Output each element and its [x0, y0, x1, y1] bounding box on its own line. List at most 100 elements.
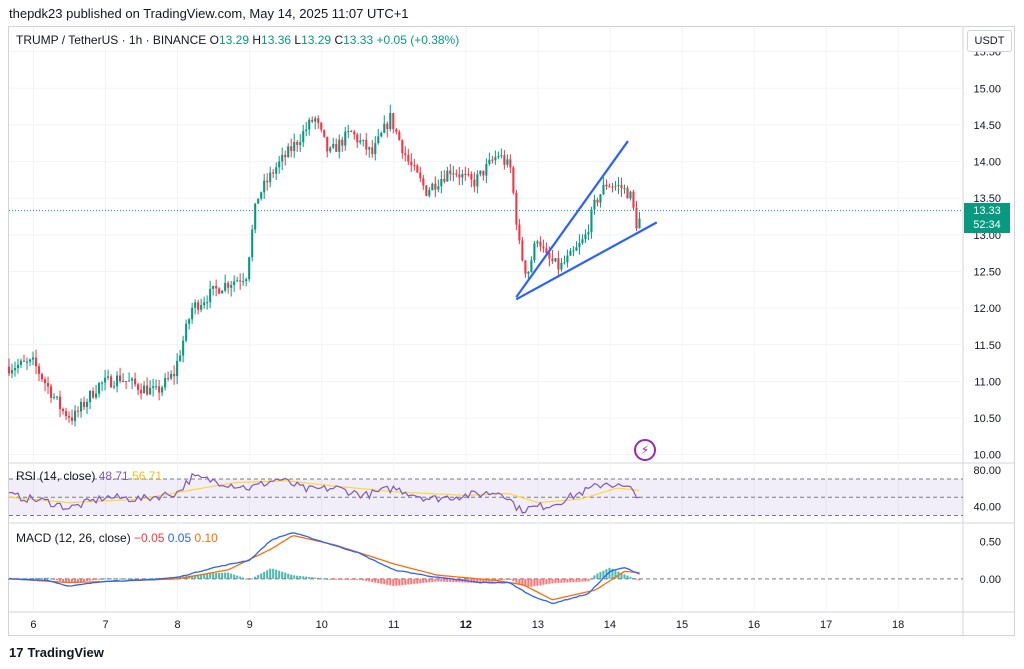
macd-histogram-bar [134, 578, 137, 580]
candle-body [290, 146, 293, 152]
macd-histogram-bar [482, 578, 485, 583]
macd-histogram-bar [581, 578, 584, 582]
macd-histogram-bar [374, 578, 377, 583]
macd-histogram-bar [242, 577, 245, 579]
macd-histogram-bar [611, 568, 614, 579]
candle-body [224, 282, 227, 291]
macd-histogram-bar [341, 578, 344, 580]
macd-histogram-bar [260, 573, 263, 579]
macd-histogram-bar [317, 577, 320, 579]
candle-body [67, 416, 71, 418]
macd-histogram-bar [590, 578, 593, 580]
candle-body [89, 390, 92, 403]
candle-body [446, 170, 449, 182]
macd-histogram-bar [512, 578, 515, 582]
macd-histogram-bar [31, 578, 35, 580]
macd-histogram-bar [128, 578, 131, 580]
candle-body [308, 119, 311, 130]
candle-body [470, 174, 473, 180]
macd-histogram-bar [353, 578, 356, 580]
candle-body [455, 173, 458, 175]
candle-body [503, 155, 506, 165]
macd-histogram-bar [629, 576, 632, 579]
candle-body [46, 383, 50, 387]
macd-histogram-bar [347, 578, 350, 580]
candle-body [164, 378, 167, 388]
candle-body [128, 380, 131, 382]
candle-body [401, 140, 404, 154]
candle-body [476, 174, 479, 187]
macd-histogram-bar [575, 578, 578, 583]
price-tick-label: 10.50 [973, 413, 1001, 425]
candle-body [545, 248, 548, 253]
macd-histogram-bar [521, 578, 524, 586]
candle-body [58, 396, 62, 409]
macd-histogram-bar [278, 570, 281, 579]
candle-body [509, 159, 512, 168]
candle-body [185, 323, 188, 341]
candle-body [575, 247, 578, 251]
flash-icon[interactable]: ⚡ [634, 439, 656, 461]
macd-hist-value: −0.05 [134, 531, 165, 545]
candle-body [416, 165, 419, 173]
macd-line [8, 532, 640, 605]
candle-body [530, 260, 533, 272]
candle-body [92, 390, 95, 398]
candle-body [569, 250, 572, 256]
open-value: 13.29 [218, 33, 249, 47]
candle-body [407, 154, 410, 162]
macd-histogram-bar [212, 573, 215, 579]
macd-histogram-bar [605, 569, 608, 579]
candle-body [269, 172, 272, 183]
candle-body [55, 396, 59, 398]
macd-histogram-bar [28, 578, 32, 580]
macd-tick-label: 0.50 [980, 536, 1001, 548]
macd-histogram-bar [233, 574, 236, 579]
macd-histogram-bar [446, 578, 449, 582]
macd-histogram-bar [479, 578, 482, 584]
candle-body [452, 173, 455, 175]
macd-histogram-bar [587, 578, 590, 582]
currency-button[interactable]: USDT [967, 30, 1012, 52]
macd-histogram-bar [95, 578, 98, 580]
candle-body [422, 178, 425, 186]
candle-body [437, 186, 440, 190]
macd-histogram-bar [386, 578, 389, 585]
candle-body [467, 174, 470, 176]
candle-body [197, 302, 200, 310]
macd-histogram-bar [281, 571, 284, 579]
candle-body [266, 180, 269, 183]
rsi-legend: RSI (14, close) 48.71 56.71 [16, 469, 162, 483]
candle-body [479, 170, 482, 175]
candle-body [98, 383, 101, 394]
macd-histogram-bar [77, 578, 80, 583]
time-tick-label: 9 [247, 619, 253, 631]
macd-histogram-bar [299, 576, 302, 579]
candle-body [365, 139, 368, 150]
macd-histogram-bar [626, 575, 629, 579]
macd-signal-value: 0.10 [194, 531, 218, 545]
candle-body [539, 241, 542, 247]
macd-histogram-bar [449, 578, 452, 583]
macd-histogram-bar [473, 578, 476, 583]
macd-histogram-bar [248, 578, 251, 580]
macd-histogram-bar [176, 577, 179, 579]
candle-body [104, 377, 107, 383]
macd-histogram-bar [209, 573, 212, 579]
time-tick-label: 13 [532, 619, 544, 631]
macd-histogram-bar [323, 578, 326, 580]
brand-name: TradingView [27, 645, 104, 660]
macd-histogram-bar [37, 577, 41, 579]
macd-histogram-bar [335, 578, 338, 580]
candle-body [218, 288, 221, 294]
candle-body [440, 178, 443, 187]
candle-body [212, 285, 215, 289]
candle-body [500, 155, 503, 157]
macd-histogram-bar [596, 573, 599, 579]
time-tick-label: 10 [316, 619, 328, 631]
tradingview-logo[interactable]: 17 TradingView [9, 645, 104, 660]
candle-body [605, 184, 608, 187]
macd-histogram-bar [515, 578, 518, 583]
macd-histogram-bar [64, 578, 68, 583]
